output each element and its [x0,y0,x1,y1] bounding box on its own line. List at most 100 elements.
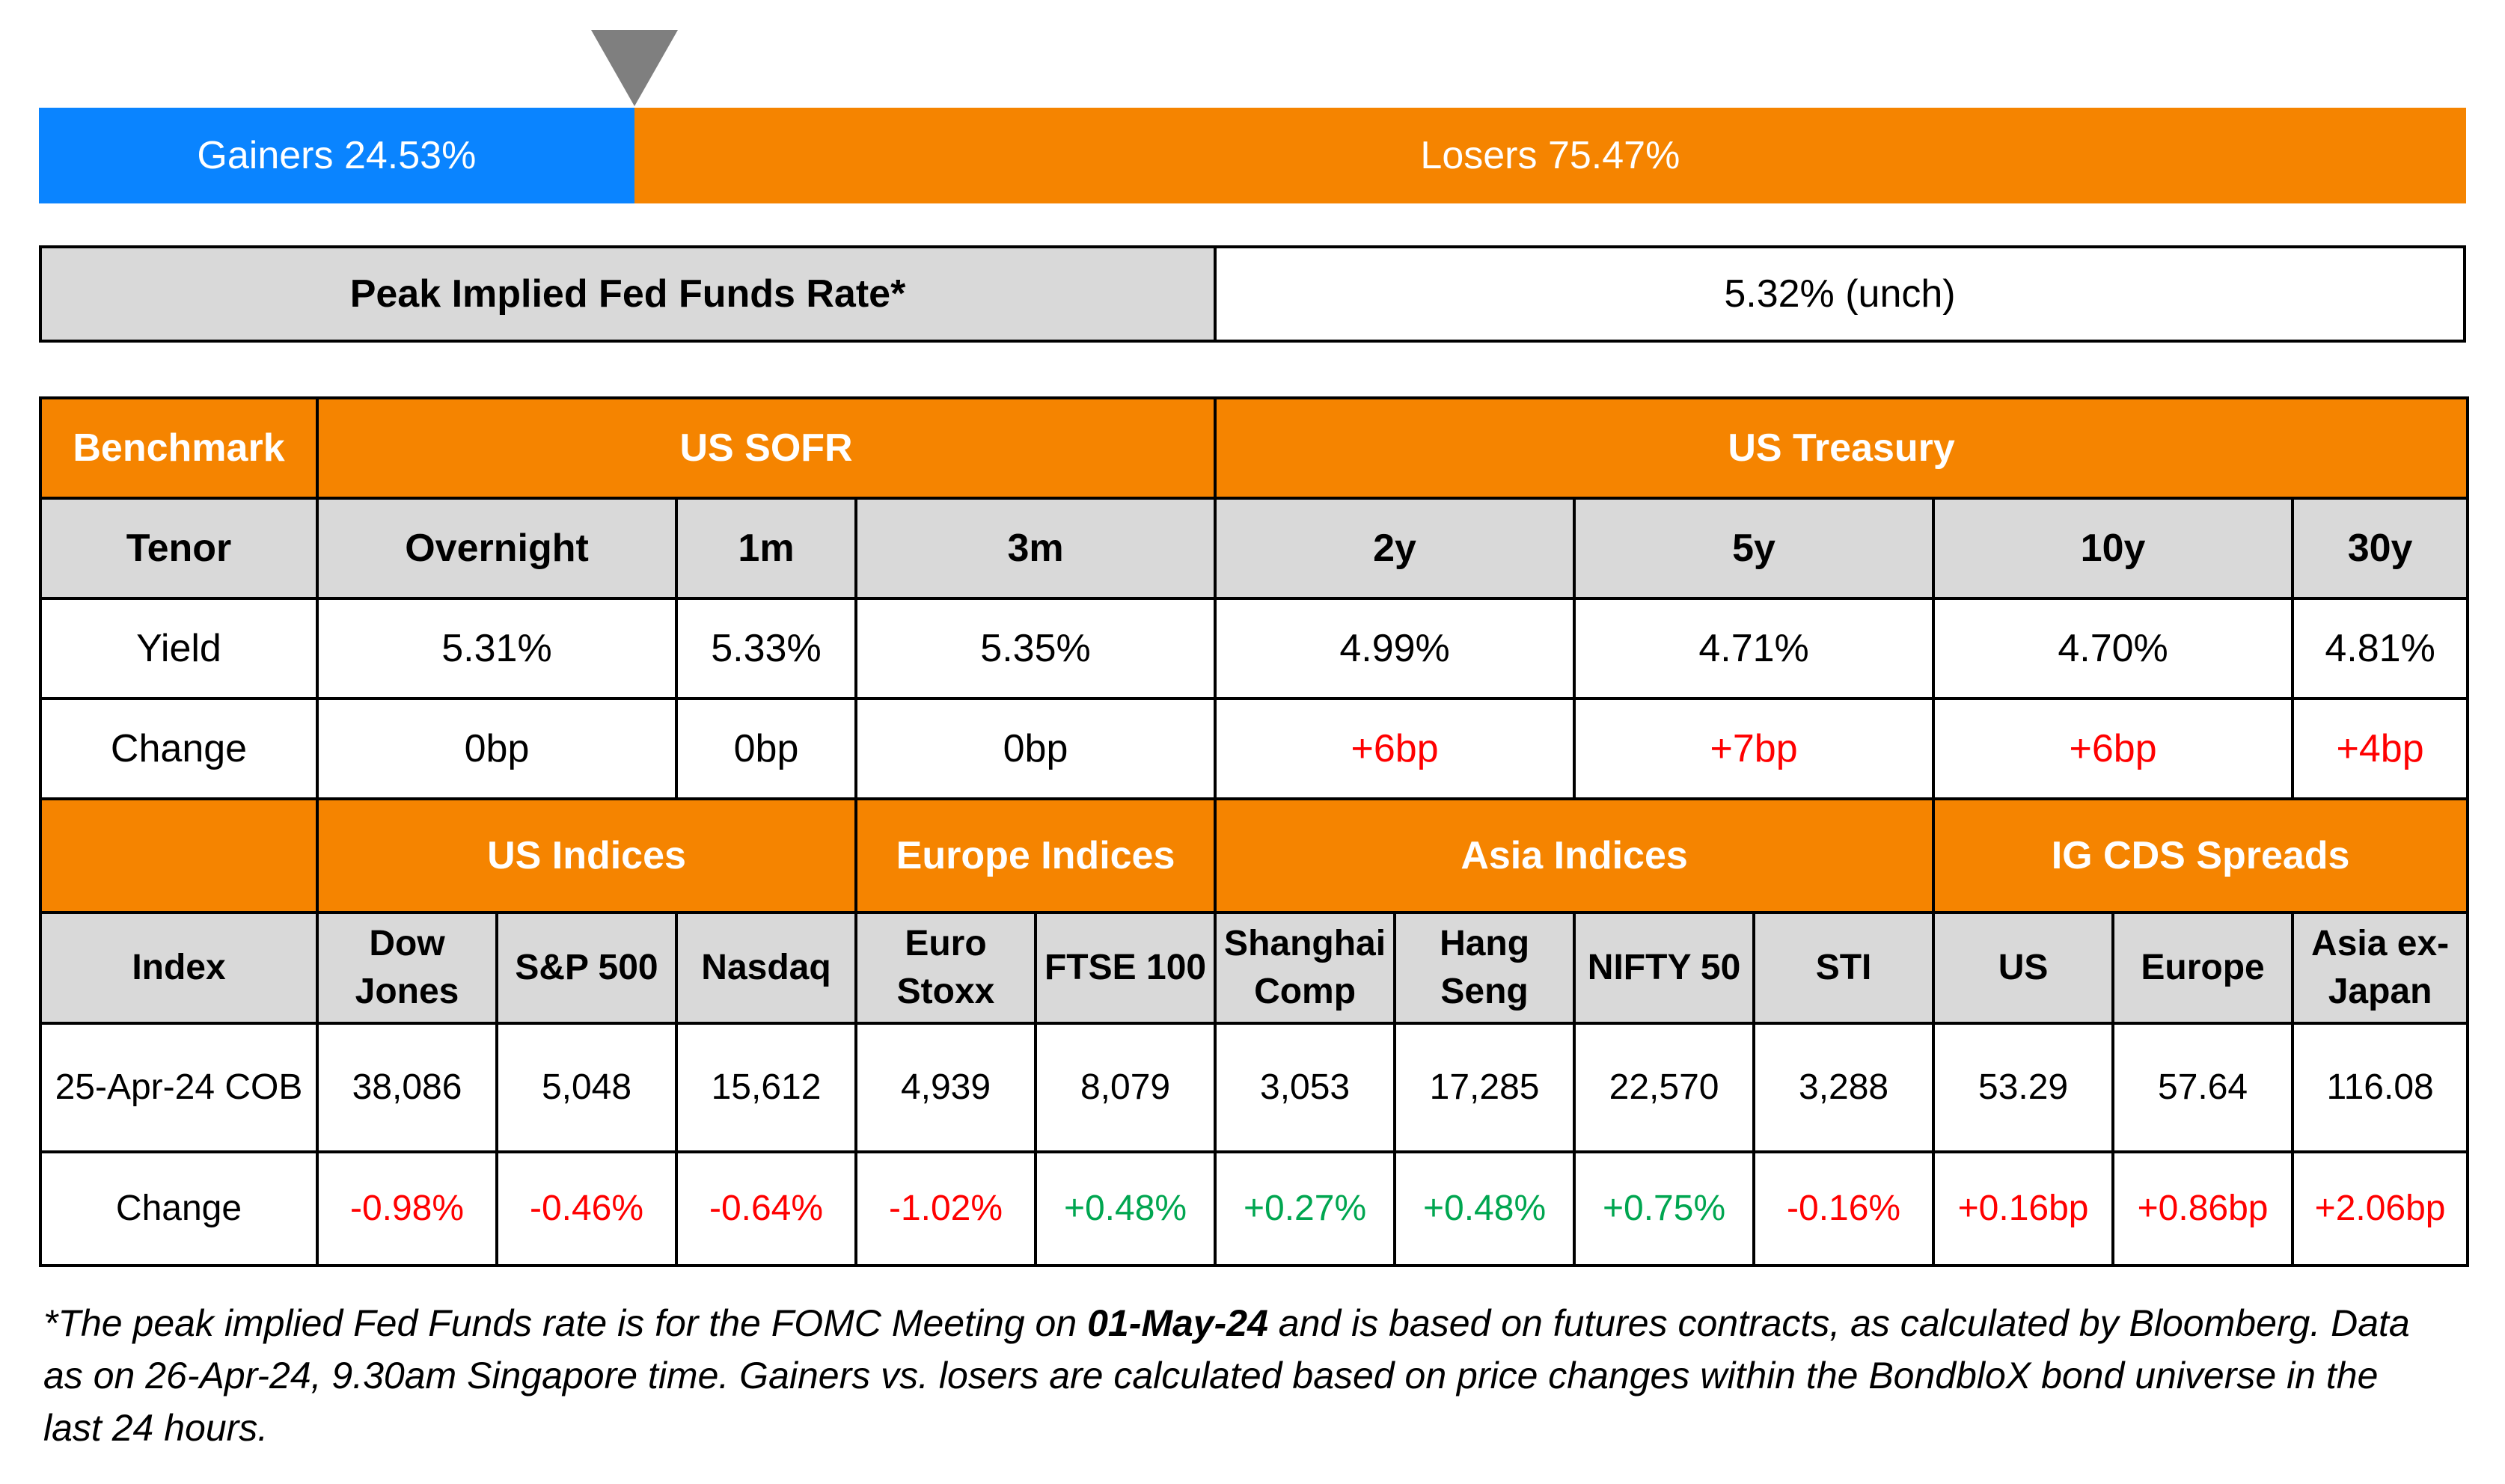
change-2y: +6bp [1214,697,1576,800]
index-name-line: Seng [1440,972,1529,1011]
index-value: 57.64 [2111,1022,2295,1153]
index-value-row: 25-Apr-24 COB 38,086 5,048 15,612 4,939 … [39,1022,2470,1153]
us-indices-header: US Indices [316,797,857,914]
index-name-line: Euro [905,924,987,963]
index-change: +0.75% [1573,1150,1756,1267]
index-value: 38,086 [316,1022,498,1153]
index-change: -0.64% [675,1150,857,1267]
index-change: -0.46% [495,1150,678,1267]
yield-overnight: 5.31% [316,597,678,700]
yield-row: Yield 5.31% 5.33% 5.35% 4.99% 4.71% 4.70… [39,597,2470,700]
europe-indices-header: Europe Indices [854,797,1217,914]
change-1m: 0bp [675,697,857,800]
tenor-30y: 30y [2291,497,2470,600]
yield-10y: 4.70% [1932,597,2295,700]
index-name-eurostoxx: Euro Stoxx [854,911,1037,1025]
rate-change-row: Change 0bp 0bp 0bp +6bp +7bp +6bp +4bp [39,697,2470,800]
index-name-line: Shanghai [1224,924,1386,963]
index-name-line: Jones [355,972,459,1011]
index-name-sp500: S&P 500 [495,911,678,1025]
index-name-cds-asia: Asia ex- Japan [2291,911,2470,1025]
us-sofr-header: US SOFR [315,396,1217,500]
index-change: -0.98% [316,1150,498,1267]
index-value: 5,048 [495,1022,678,1153]
tenor-row: Tenor Overnight 1m 3m 2y 5y 10y 30y [39,497,2470,600]
rates-group-header-row: Benchmark US SOFR US Treasury [39,396,2470,500]
gainers-losers-bar: Gainers 24.53% Losers 75.47% [39,108,2466,203]
index-change: +0.48% [1033,1150,1217,1267]
index-value: 22,570 [1573,1022,1756,1153]
index-change: +0.27% [1214,1150,1397,1267]
tenor-overnight: Overnight [316,497,678,600]
index-value: 116.08 [2291,1022,2470,1153]
footnote: *The peak implied Fed Funds rate is for … [43,1297,2423,1454]
peak-fed-funds-row: Peak Implied Fed Funds Rate* 5.32% (unch… [39,245,2466,343]
index-name-line: Comp [1254,972,1357,1011]
index-change: +2.06bp [2291,1150,2470,1267]
index-change: +0.86bp [2111,1150,2295,1267]
index-name-sti: STI [1752,911,1936,1025]
index-name-line: Asia ex- [2311,924,2450,963]
index-value: 17,285 [1393,1022,1576,1153]
index-value: 4,939 [854,1022,1037,1153]
index-change: +0.48% [1393,1150,1576,1267]
asia-indices-header: Asia Indices [1214,797,1936,914]
index-name-line: Dow [369,924,445,963]
index-name-row: Index Dow Jones S&P 500 Nasdaq Euro Stoxx … [39,911,2470,1025]
index-value: 15,612 [675,1022,857,1153]
change-5y: +7bp [1573,697,1936,800]
yield-30y: 4.81% [2291,597,2470,700]
tenor-2y: 2y [1214,497,1576,600]
yield-5y: 4.71% [1573,597,1936,700]
yield-label: Yield [39,597,319,700]
market-summary-table: Benchmark US SOFR US Treasury Tenor Over… [39,396,2470,1267]
us-treasury-header: US Treasury [1214,396,2470,500]
index-change: -1.02% [854,1150,1037,1267]
index-label: Index [39,911,319,1025]
index-name-dow: Dow Jones [316,911,498,1025]
index-value: 3,288 [1752,1022,1936,1153]
indices-group-header-row: US Indices Europe Indices Asia Indices I… [39,797,2470,914]
index-name-line: Hang [1440,924,1530,963]
index-name-hangseng: Hang Seng [1393,911,1576,1025]
change-overnight: 0bp [316,697,678,800]
yield-3m: 5.35% [854,597,1217,700]
index-change: -0.16% [1752,1150,1936,1267]
losers-segment: Losers 75.47% [634,108,2466,203]
breadth-pointer-icon [590,30,678,106]
tenor-3m: 3m [854,497,1217,600]
footnote-meeting-date: 01-May-24 [1087,1302,1268,1344]
change-30y: +4bp [2291,697,2470,800]
index-change-row: Change -0.98% -0.46% -0.64% -1.02% +0.48… [39,1150,2470,1267]
index-change-label: Change [39,1150,319,1267]
peak-fed-funds-value: 5.32% (unch) [1217,248,2463,340]
tenor-label: Tenor [39,497,319,600]
tenor-5y: 5y [1573,497,1936,600]
index-name-ftse: FTSE 100 [1033,911,1217,1025]
footnote-text: and is based on futures contracts, as ca… [43,1302,2410,1449]
index-name-nifty: NIFTY 50 [1573,911,1756,1025]
rate-change-label: Change [39,697,319,800]
index-name-line: Stoxx [896,972,995,1011]
index-value: 3,053 [1214,1022,1397,1153]
peak-fed-funds-label: Peak Implied Fed Funds Rate* [42,248,1217,340]
index-change: +0.16bp [1932,1150,2115,1267]
tenor-1m: 1m [675,497,857,600]
index-value: 8,079 [1033,1022,1217,1153]
yield-2y: 4.99% [1214,597,1576,700]
index-name-cds-us: US [1932,911,2115,1025]
index-name-line: Japan [2328,972,2432,1011]
index-name-shanghai: Shanghai Comp [1214,911,1397,1025]
benchmark-header: Benchmark [39,396,319,500]
ig-cds-header: IG CDS Spreads [1932,797,2470,914]
index-date-label: 25-Apr-24 COB [39,1022,319,1153]
change-10y: +6bp [1932,697,2295,800]
index-value: 53.29 [1932,1022,2115,1153]
indices-corner [39,797,319,914]
gainers-segment: Gainers 24.53% [39,108,634,203]
yield-1m: 5.33% [675,597,857,700]
footnote-text: *The peak implied Fed Funds rate is for … [43,1302,1088,1344]
tenor-10y: 10y [1932,497,2295,600]
index-name-nasdaq: Nasdaq [675,911,857,1025]
change-3m: 0bp [854,697,1217,800]
